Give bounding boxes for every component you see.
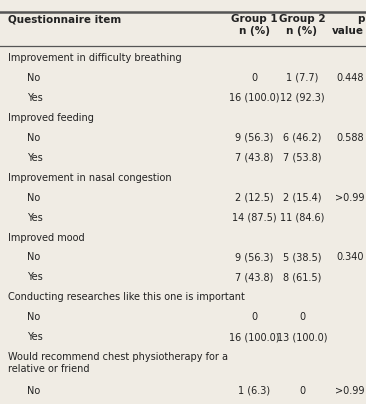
Text: 1 (6.3): 1 (6.3) <box>238 385 270 396</box>
Text: 13 (100.0): 13 (100.0) <box>277 332 327 343</box>
Text: 9 (56.3): 9 (56.3) <box>235 252 273 263</box>
Text: Yes: Yes <box>27 213 43 223</box>
Text: Conducting researches like this one is important: Conducting researches like this one is i… <box>8 292 245 303</box>
Text: 2 (15.4): 2 (15.4) <box>283 192 321 202</box>
Text: 0: 0 <box>299 385 305 396</box>
Text: No: No <box>27 133 41 143</box>
Text: Group 1
n (%): Group 1 n (%) <box>231 14 278 36</box>
Text: Group 2
n (%): Group 2 n (%) <box>279 14 325 36</box>
Text: p
value: p value <box>332 14 364 36</box>
Text: 5 (38.5): 5 (38.5) <box>283 252 321 263</box>
Text: Improved mood: Improved mood <box>8 232 85 242</box>
Text: 0.340: 0.340 <box>337 252 364 263</box>
Text: No: No <box>27 312 41 322</box>
Text: Yes: Yes <box>27 332 43 343</box>
Text: Improvement in difficulty breathing: Improvement in difficulty breathing <box>8 53 182 63</box>
Text: No: No <box>27 385 41 396</box>
Text: 2 (12.5): 2 (12.5) <box>235 192 274 202</box>
Text: 6 (46.2): 6 (46.2) <box>283 133 321 143</box>
Text: 0: 0 <box>251 72 257 82</box>
Text: Yes: Yes <box>27 93 43 103</box>
Text: Yes: Yes <box>27 272 43 282</box>
Text: Improvement in nasal congestion: Improvement in nasal congestion <box>8 173 172 183</box>
Text: 9 (56.3): 9 (56.3) <box>235 133 273 143</box>
Text: No: No <box>27 252 41 263</box>
Text: Improved feeding: Improved feeding <box>8 112 94 122</box>
Text: 0: 0 <box>251 312 257 322</box>
Text: No: No <box>27 192 41 202</box>
Text: 7 (43.8): 7 (43.8) <box>235 272 273 282</box>
Text: >0.99: >0.99 <box>335 385 364 396</box>
Text: >0.99: >0.99 <box>335 192 364 202</box>
Text: 0: 0 <box>299 312 305 322</box>
Text: Yes: Yes <box>27 152 43 162</box>
Text: Would recommend chest physiotherapy for a
relative or friend: Would recommend chest physiotherapy for … <box>8 352 228 374</box>
Text: 16 (100.0): 16 (100.0) <box>229 93 280 103</box>
Text: 8 (61.5): 8 (61.5) <box>283 272 321 282</box>
Text: 7 (43.8): 7 (43.8) <box>235 152 273 162</box>
Text: 16 (100.0): 16 (100.0) <box>229 332 280 343</box>
Text: 14 (87.5): 14 (87.5) <box>232 213 277 223</box>
Text: 0.588: 0.588 <box>337 133 364 143</box>
Text: Questionnaire item: Questionnaire item <box>8 14 121 24</box>
Text: 7 (53.8): 7 (53.8) <box>283 152 321 162</box>
Text: 12 (92.3): 12 (92.3) <box>280 93 324 103</box>
Text: No: No <box>27 72 41 82</box>
Text: 1 (7.7): 1 (7.7) <box>286 72 318 82</box>
Text: 11 (84.6): 11 (84.6) <box>280 213 324 223</box>
Text: 0.448: 0.448 <box>337 72 364 82</box>
